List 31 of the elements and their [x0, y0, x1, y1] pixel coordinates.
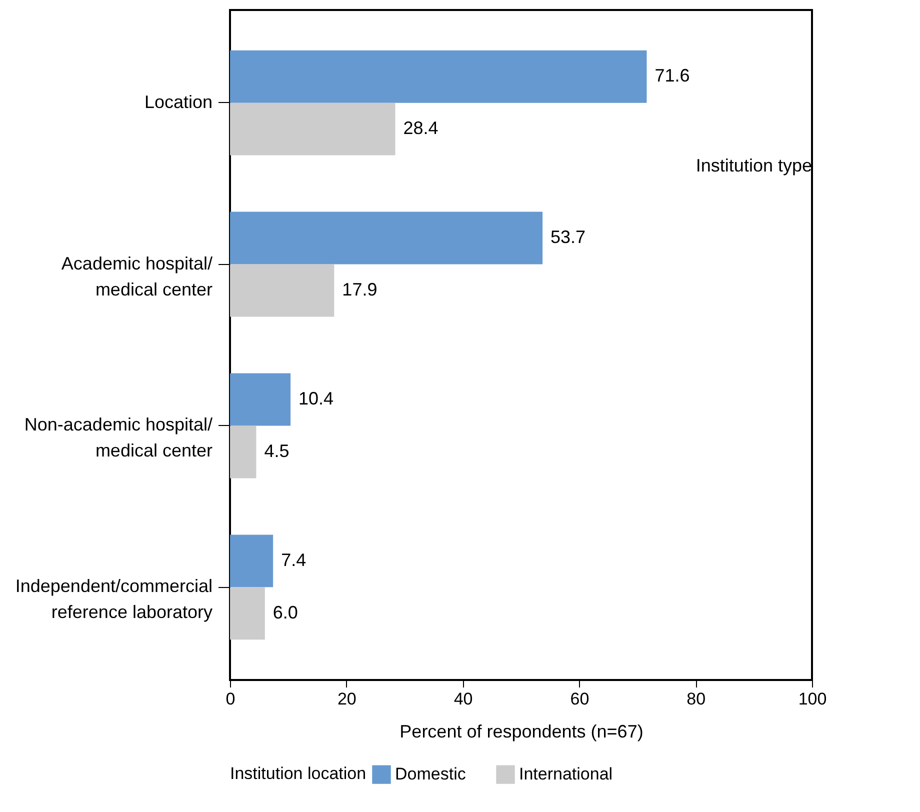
bar	[230, 102, 396, 156]
bar	[230, 212, 543, 264]
x-tick-label: 60	[570, 690, 590, 708]
data-label: 71.6	[654, 66, 690, 86]
bar	[230, 587, 265, 640]
bar	[230, 534, 274, 588]
bar	[230, 373, 291, 426]
data-label: 53.7	[550, 227, 586, 248]
annotation: Institution type	[696, 155, 812, 176]
data-label: 7.4	[281, 550, 306, 570]
bar	[230, 50, 647, 103]
legend-label: International	[519, 764, 613, 784]
y-tick-label: Academic hospital/ medical center	[61, 253, 212, 300]
legend-title: Institution location	[230, 764, 366, 783]
y-tick-label: Location	[144, 92, 212, 112]
data-label: 4.5	[264, 440, 290, 461]
x-tick-label: 20	[337, 690, 356, 708]
data-label: 17.9	[342, 280, 378, 300]
x-tick-label: 100	[798, 690, 827, 708]
data-label: 10.4	[298, 388, 334, 408]
bar	[230, 264, 334, 317]
data-label: 6.0	[272, 602, 298, 622]
legend-label: Domestic	[395, 764, 466, 784]
x-tick-label: 0	[226, 690, 236, 708]
data-label: 28.4	[403, 118, 438, 138]
x-axis-title: Percent of respondents (n=67)	[400, 722, 644, 742]
y-tick-label: Non-academic hospital/ medical center	[24, 414, 212, 461]
x-tick-label: 80	[686, 690, 706, 708]
bar	[230, 426, 256, 478]
y-tick-label: Independent/commercial reference laboratory	[15, 576, 212, 622]
x-tick-label: 40	[454, 690, 473, 708]
